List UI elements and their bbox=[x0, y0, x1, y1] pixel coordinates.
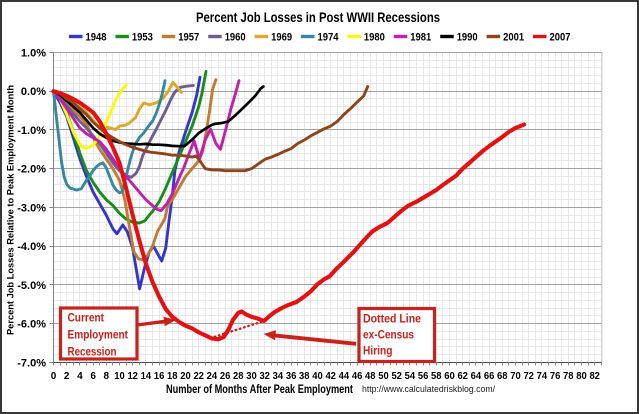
svg-text:Hiring: Hiring bbox=[363, 346, 393, 358]
svg-text:22: 22 bbox=[193, 371, 204, 382]
svg-text:68: 68 bbox=[497, 371, 508, 382]
svg-text:52: 52 bbox=[391, 371, 402, 382]
svg-text:74: 74 bbox=[537, 371, 548, 382]
svg-text:0.0%: 0.0% bbox=[21, 86, 46, 98]
svg-text:8: 8 bbox=[104, 371, 110, 382]
svg-text:2001: 2001 bbox=[503, 32, 524, 44]
svg-text:36: 36 bbox=[286, 371, 297, 382]
svg-text:1948: 1948 bbox=[86, 32, 107, 44]
svg-text:2007: 2007 bbox=[550, 32, 571, 44]
svg-text:Recession: Recession bbox=[68, 347, 117, 359]
svg-text:20: 20 bbox=[180, 371, 191, 382]
svg-text:62: 62 bbox=[457, 371, 468, 382]
svg-text:76: 76 bbox=[550, 371, 561, 382]
svg-text:Current: Current bbox=[68, 313, 105, 325]
svg-text:4: 4 bbox=[77, 371, 83, 382]
svg-text:24: 24 bbox=[207, 371, 218, 382]
svg-text:16: 16 bbox=[154, 371, 165, 382]
svg-text:38: 38 bbox=[299, 371, 310, 382]
svg-text:10: 10 bbox=[114, 371, 125, 382]
svg-text:-4.0%: -4.0% bbox=[17, 241, 46, 253]
svg-text:0: 0 bbox=[51, 371, 57, 382]
svg-text:2: 2 bbox=[64, 371, 70, 382]
svg-text:1980: 1980 bbox=[364, 32, 385, 44]
svg-text:1969: 1969 bbox=[271, 32, 292, 44]
svg-text:26: 26 bbox=[220, 371, 231, 382]
svg-text:14: 14 bbox=[141, 371, 152, 382]
svg-text:Percent Job Losses in Post WWI: Percent Job Losses in Post WWII Recessio… bbox=[196, 9, 440, 25]
svg-text:80: 80 bbox=[576, 371, 587, 382]
svg-text:Number of Months After Peak Em: Number of Months After Peak Employment bbox=[166, 384, 353, 396]
svg-text:30: 30 bbox=[246, 371, 257, 382]
svg-text:-2.0%: -2.0% bbox=[17, 164, 46, 176]
svg-text:18: 18 bbox=[167, 371, 178, 382]
svg-text:-1.0%: -1.0% bbox=[17, 125, 46, 137]
svg-text:12: 12 bbox=[127, 371, 138, 382]
svg-text:6: 6 bbox=[90, 371, 96, 382]
svg-text:28: 28 bbox=[233, 371, 244, 382]
svg-text:66: 66 bbox=[484, 371, 495, 382]
svg-text:-7.0%: -7.0% bbox=[17, 358, 46, 370]
svg-text:1.0%: 1.0% bbox=[21, 47, 46, 59]
svg-text:-6.0%: -6.0% bbox=[17, 319, 46, 331]
svg-text:1974: 1974 bbox=[318, 32, 340, 44]
svg-text:54: 54 bbox=[405, 371, 416, 382]
svg-text:Percent Job Losses Relative to: Percent Job Losses Relative to Peak Empl… bbox=[6, 85, 16, 335]
svg-text:46: 46 bbox=[352, 371, 363, 382]
svg-text:-5.0%: -5.0% bbox=[17, 280, 46, 292]
svg-text:34: 34 bbox=[273, 371, 284, 382]
svg-text:1990: 1990 bbox=[457, 32, 478, 44]
svg-text:72: 72 bbox=[523, 371, 534, 382]
svg-text:1957: 1957 bbox=[178, 32, 199, 44]
svg-text:32: 32 bbox=[259, 371, 270, 382]
svg-text:50: 50 bbox=[378, 371, 389, 382]
svg-text:1981: 1981 bbox=[410, 32, 431, 44]
svg-text:78: 78 bbox=[563, 371, 574, 382]
svg-text:48: 48 bbox=[365, 371, 376, 382]
svg-text:70: 70 bbox=[510, 371, 521, 382]
svg-text:64: 64 bbox=[471, 371, 482, 382]
svg-text:58: 58 bbox=[431, 371, 442, 382]
svg-text:-3.0%: -3.0% bbox=[17, 202, 46, 214]
svg-text:1960: 1960 bbox=[225, 32, 246, 44]
svg-text:56: 56 bbox=[418, 371, 429, 382]
svg-text:ex-Census: ex-Census bbox=[363, 330, 414, 342]
svg-text:http://www.calculatedriskblog.: http://www.calculatedriskblog.com/ bbox=[362, 384, 495, 395]
svg-text:Dotted Line: Dotted Line bbox=[363, 314, 421, 326]
svg-text:40: 40 bbox=[312, 371, 323, 382]
svg-text:Employment: Employment bbox=[68, 330, 129, 342]
svg-text:1953: 1953 bbox=[132, 32, 153, 44]
svg-text:42: 42 bbox=[325, 371, 336, 382]
svg-text:82: 82 bbox=[589, 371, 600, 382]
svg-text:60: 60 bbox=[444, 371, 455, 382]
svg-text:44: 44 bbox=[339, 371, 350, 382]
